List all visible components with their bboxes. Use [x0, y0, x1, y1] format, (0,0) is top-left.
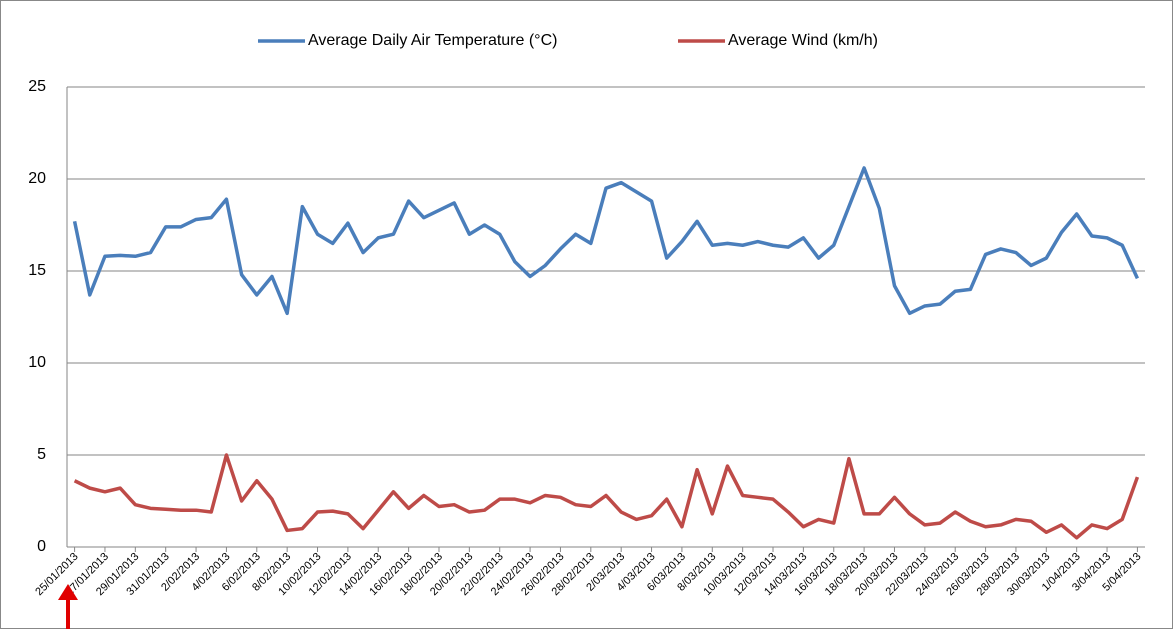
legend-label: Average Wind (km/h) — [728, 32, 878, 49]
legend-label: Average Daily Air Temperature (°C) — [308, 32, 557, 49]
data-line — [73, 453, 1140, 540]
y-tick-label: 0 — [37, 538, 46, 555]
annotation-arrow — [58, 584, 78, 629]
data-line — [72, 166, 1140, 316]
y-tick-label: 15 — [28, 262, 46, 279]
y-tick-label: 20 — [28, 170, 46, 187]
y-tick-label: 5 — [37, 446, 46, 463]
y-tick-label: 10 — [28, 354, 46, 371]
y-tick-label: 25 — [28, 78, 46, 95]
